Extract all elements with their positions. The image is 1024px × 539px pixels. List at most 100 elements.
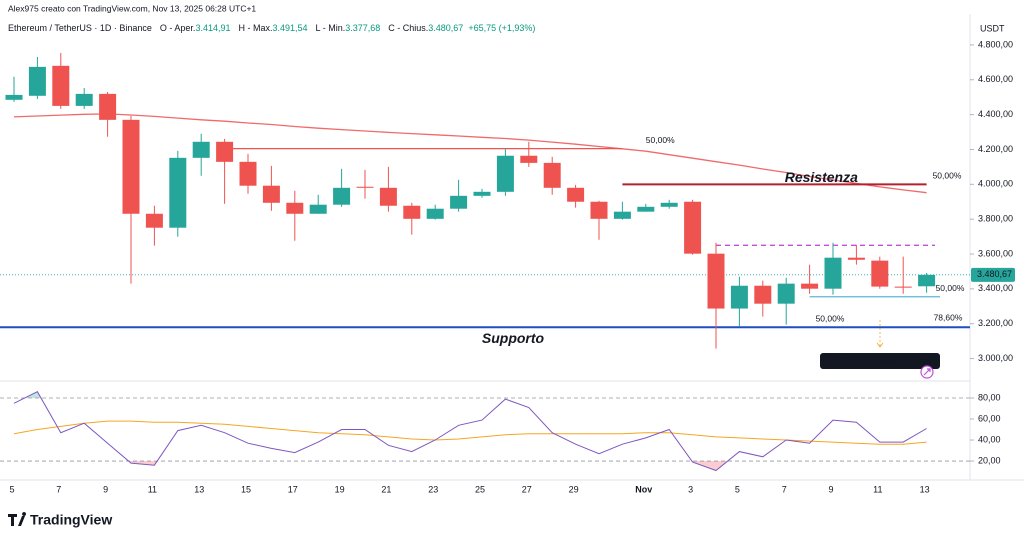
candle-body	[777, 283, 795, 304]
x-tick-label: 7	[56, 484, 61, 494]
icon-glyph	[923, 368, 931, 376]
candle-body	[333, 187, 351, 205]
x-tick-label: 9	[103, 484, 108, 494]
x-tick-label: 17	[288, 484, 298, 494]
ohlc-key: C - Chius.	[388, 23, 428, 33]
candle-body	[847, 257, 865, 260]
candle-body	[450, 195, 468, 209]
x-tick-label: 23	[428, 484, 438, 494]
level-label: 50,00%	[933, 171, 962, 181]
x-tick-label: 27	[522, 484, 532, 494]
x-tick-label: 19	[335, 484, 345, 494]
y-tick-label: 4.000,00	[978, 179, 1013, 189]
ohlc-value: 3.377,68	[345, 23, 380, 33]
candle-body	[379, 187, 397, 206]
currency: USDT	[980, 23, 1005, 33]
logo: TradingView	[8, 512, 112, 528]
candle-body	[169, 157, 187, 228]
y-tick-label: 4.600,00	[978, 74, 1013, 84]
candle-body	[473, 191, 491, 196]
candle-body	[403, 205, 421, 219]
ohlc-value: 3.414,91	[195, 23, 230, 33]
candle-body	[684, 201, 702, 254]
overbought-fill	[24, 391, 41, 398]
y-tick-label: 3.600,00	[978, 248, 1013, 258]
candle-body	[894, 286, 912, 288]
oversold-fill	[14, 461, 927, 471]
candle-body	[262, 185, 280, 203]
ohlc-value: 3.491,54	[273, 23, 308, 33]
candle-body	[520, 155, 538, 163]
candle-body	[192, 141, 210, 158]
candle-body	[5, 94, 23, 100]
symbol: Ethereum / TetherUS · 1D · Binance	[8, 23, 152, 33]
rsi-line	[13, 391, 927, 472]
candle-body	[286, 202, 304, 214]
y-tick-label: 4.400,00	[978, 109, 1013, 119]
candle-body	[239, 161, 257, 186]
rsi-y-tick-label: 40,00	[978, 434, 1001, 444]
x-tick-label: 5	[735, 484, 740, 494]
candle-body	[730, 285, 748, 309]
candle-body	[75, 93, 93, 106]
moving-average	[13, 113, 927, 194]
y-tick-label: 3.400,00	[978, 283, 1013, 293]
y-tick-label: 4.800,00	[978, 39, 1013, 49]
level-label: 50,00%	[936, 283, 965, 293]
logo-text: TradingView	[30, 512, 112, 528]
x-tick-label: 25	[475, 484, 485, 494]
level-label: 50,00%	[646, 135, 675, 145]
x-tick-label: 15	[241, 484, 251, 494]
y-tick-label: 3.800,00	[978, 214, 1013, 224]
measure-box	[820, 353, 940, 369]
ohlc-value: 3.480,67	[428, 23, 463, 33]
y-tick-label: 3.200,00	[978, 318, 1013, 328]
candle-body	[567, 187, 585, 202]
candle-body	[824, 257, 842, 289]
candle-body	[356, 186, 374, 188]
candle-body	[496, 155, 514, 192]
x-tick-label: 11	[873, 484, 882, 494]
rsi-ma	[13, 420, 927, 445]
candle-body	[707, 253, 725, 309]
candle-body	[801, 283, 819, 289]
ohlc-key: O - Aper.	[160, 23, 196, 33]
candle-body	[871, 260, 889, 287]
credit: Alex975 creato con TradingView.com, Nov …	[8, 3, 256, 13]
rsi-y-tick-label: 20,00	[978, 455, 1001, 465]
x-tick-label: 21	[381, 484, 391, 494]
x-tick-label: 29	[569, 484, 579, 494]
y-tick-label: 3.000,00	[978, 353, 1013, 363]
candle-body	[216, 141, 234, 162]
candle-body	[145, 213, 163, 228]
candle-body	[426, 208, 444, 219]
x-tick-label: 9	[828, 484, 833, 494]
measure-arrow-head	[876, 342, 884, 348]
ohlc-key: L - Min.	[316, 23, 346, 33]
candle-body	[28, 66, 46, 96]
level-label: Supporto	[482, 330, 545, 346]
level-label: Resistenza	[785, 169, 858, 185]
measure-label: −107,08 (−3,36%) −10.708	[829, 356, 931, 366]
level-label: 78,60%	[934, 312, 963, 322]
candle-body	[122, 119, 140, 214]
candle-body	[543, 162, 561, 188]
candle-body	[613, 211, 631, 219]
x-tick-label: Nov	[635, 484, 652, 494]
candle-body	[637, 206, 655, 212]
legend: Ethereum / TetherUS · 1D · Binance O - Ap…	[8, 23, 535, 33]
x-tick-label: 11	[148, 484, 157, 494]
rsi-y-tick-label: 80,00	[978, 392, 1001, 402]
level-label: 50,00%	[816, 313, 845, 323]
x-tick-label: 5	[9, 484, 14, 494]
rsi-y-tick-label: 60,00	[978, 413, 1001, 423]
candle-body	[99, 93, 117, 120]
x-tick-label: 7	[782, 484, 787, 494]
candle-body	[754, 285, 772, 304]
candle-body	[660, 202, 678, 207]
x-tick-label: 13	[194, 484, 204, 494]
x-tick-label: 3	[688, 484, 693, 494]
x-tick-label: 13	[920, 484, 930, 494]
change: +65,75 (+1,93%)	[468, 23, 535, 33]
